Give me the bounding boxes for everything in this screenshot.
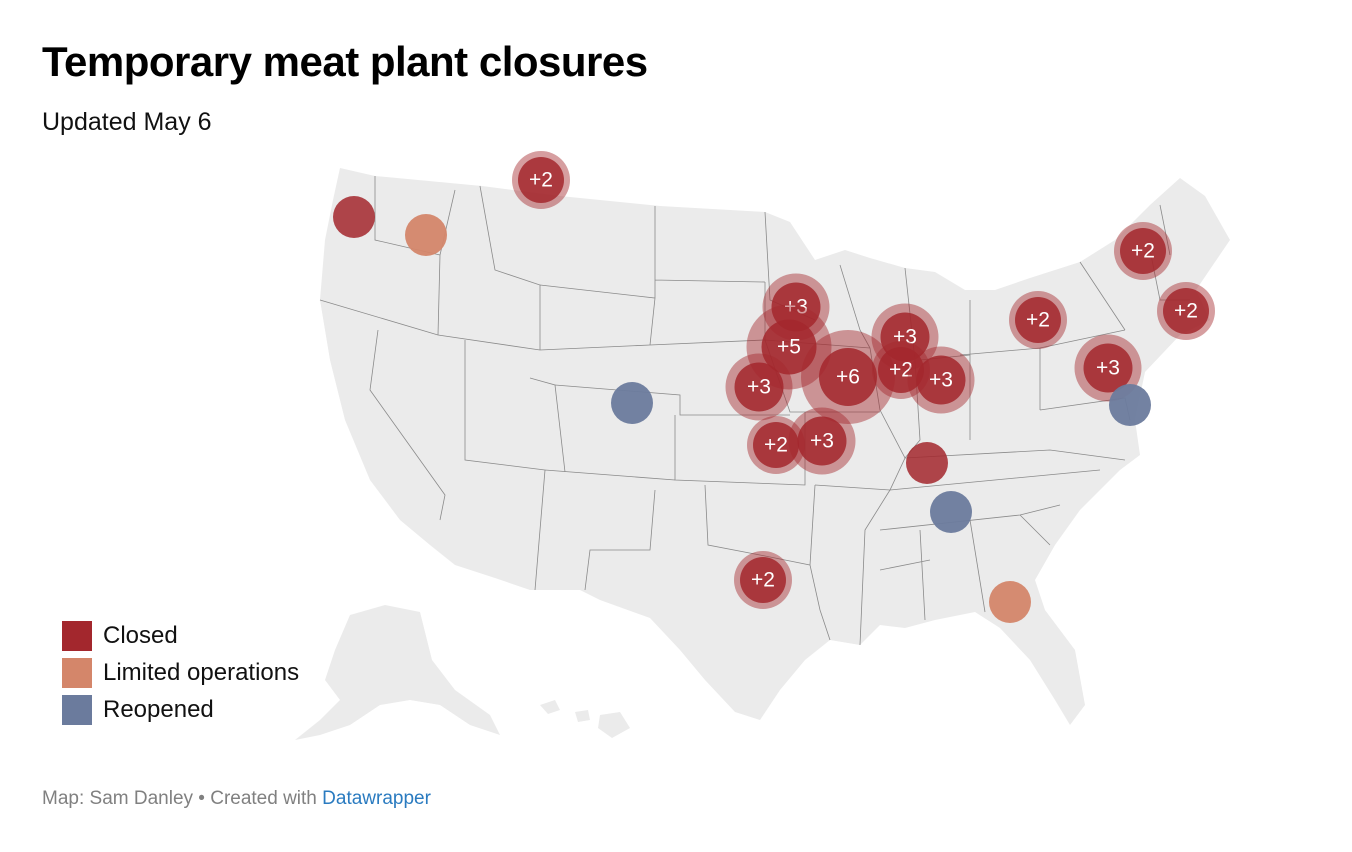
marker-dot xyxy=(1015,297,1061,343)
map-legend: Closed Limited operations Reopened xyxy=(62,617,299,728)
hawaii-shape xyxy=(540,700,630,738)
marker-dot xyxy=(333,196,375,238)
legend-swatch-reopened xyxy=(62,694,92,725)
plant-marker[interactable] xyxy=(611,382,653,424)
footer-credit-text: Map: Sam Danley • Created with xyxy=(42,788,323,809)
marker-dot xyxy=(761,319,817,375)
plant-marker[interactable]: +2 xyxy=(734,551,792,609)
marker-dot xyxy=(734,362,784,412)
marker-count-label: +3 xyxy=(1096,357,1120,380)
plant-marker[interactable]: +2 xyxy=(747,416,805,474)
legend-item-limited: Limited operations xyxy=(62,654,299,691)
marker-dot xyxy=(819,348,877,406)
legend-swatch-closed xyxy=(62,620,92,651)
marker-count-label: +2 xyxy=(1174,300,1198,323)
plant-marker[interactable]: +2 xyxy=(1157,282,1215,340)
marker-dot xyxy=(1120,228,1166,274)
marker-dot xyxy=(1163,288,1209,334)
plant-marker[interactable]: +2 xyxy=(512,151,570,209)
datawrapper-link[interactable]: Datawrapper xyxy=(322,788,431,809)
plant-marker[interactable] xyxy=(906,442,948,484)
marker-count-label: +5 xyxy=(777,336,801,359)
marker-count-label: +2 xyxy=(764,434,788,457)
marker-dot xyxy=(916,355,966,405)
marker-dot xyxy=(930,491,972,533)
marker-count-label: +3 xyxy=(929,369,953,392)
marker-dot xyxy=(771,282,821,332)
marker-dot xyxy=(405,214,447,256)
marker-count-label: +6 xyxy=(836,366,860,389)
plant-marker[interactable]: +2 xyxy=(1114,222,1172,280)
marker-dot xyxy=(797,416,847,466)
marker-dot xyxy=(611,382,653,424)
plant-marker[interactable] xyxy=(1109,384,1151,426)
marker-count-label: +2 xyxy=(529,169,553,192)
legend-label: Limited operations xyxy=(103,658,300,686)
legend-item-closed: Closed xyxy=(62,617,299,654)
marker-dot xyxy=(878,347,924,393)
plant-marker[interactable] xyxy=(405,214,447,256)
marker-dot xyxy=(989,581,1031,623)
plant-marker[interactable]: +3 xyxy=(725,353,793,421)
marker-dot xyxy=(518,157,564,203)
marker-count-label: +3 xyxy=(747,376,771,399)
plant-marker[interactable] xyxy=(930,491,972,533)
marker-count-label: +2 xyxy=(1026,309,1050,332)
plant-marker[interactable]: +3 xyxy=(788,407,856,475)
marker-count-label: +2 xyxy=(751,569,775,592)
marker-dot xyxy=(906,442,948,484)
marker-dot xyxy=(753,422,799,468)
chart-subtitle: Updated May 6 xyxy=(42,108,212,136)
marker-count-label: +3 xyxy=(784,296,808,319)
plant-marker[interactable]: +3 xyxy=(907,346,975,414)
legend-item-reopened: Reopened xyxy=(62,691,299,728)
marker-count-label: +2 xyxy=(889,359,913,382)
marker-dot xyxy=(1109,384,1151,426)
plant-marker[interactable] xyxy=(989,581,1031,623)
marker-dot xyxy=(740,557,786,603)
alaska-shape xyxy=(295,605,500,740)
plant-marker[interactable] xyxy=(333,196,375,238)
legend-label: Reopened xyxy=(103,695,214,723)
plant-markers: +2 +3 +5 +3 +6 +3 +2 +3 +2 +3 +2 +2 +3 +2 +2 xyxy=(333,151,1215,623)
marker-count-label: +3 xyxy=(893,326,917,349)
plant-marker[interactable]: +2 xyxy=(1009,291,1067,349)
legend-label: Closed xyxy=(103,621,178,649)
marker-count-label: +3 xyxy=(810,430,834,453)
chart-title: Temporary meat plant closures xyxy=(42,38,648,85)
plant-marker[interactable]: +6 xyxy=(801,330,895,424)
footer-credit: Map: Sam Danley • Created with Datawrapp… xyxy=(42,788,431,810)
marker-count-label: +2 xyxy=(1131,240,1155,263)
legend-swatch-limited xyxy=(62,657,92,688)
plant-marker[interactable]: +2 xyxy=(872,341,930,399)
marker-dot xyxy=(1083,343,1133,393)
